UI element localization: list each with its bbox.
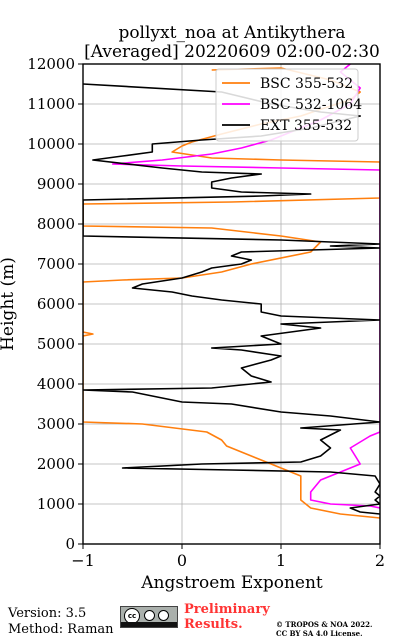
y-tick-label: 2000 [37,455,75,473]
y-tick-label: 7000 [37,255,75,273]
plot-frame [82,63,381,545]
chart-title-line1: pollyxt_noa at Antikythera [118,23,345,43]
y-tick-label: 10000 [27,135,75,153]
legend-label: BSC 532-1064 [260,97,362,113]
sa-icon [158,610,169,621]
preliminary-line2: Results. [184,617,243,632]
y-tick-label: 3000 [37,415,75,433]
legend: BSC 355-532 BSC 532-1064 EXT 355-532 [215,68,362,142]
x-tick-label: 0 [177,551,187,570]
cc-license-badge: cc [120,606,178,628]
y-tick-label: 9000 [37,175,75,193]
y-axis-label: Height (m) [0,257,18,351]
y-tick-label: 4000 [37,375,75,393]
version-label: Version: 3.5 [8,606,87,621]
legend-label: EXT 355-532 [260,118,352,134]
by-icon [144,610,155,621]
axis-ticks: −1 0 1 201000200030004000500060007000800090… [27,55,385,570]
y-tick-label: 1000 [37,495,75,513]
badge-strip [121,622,177,627]
preliminary-line1: Preliminary [184,602,270,617]
method-label: Method: Raman [8,622,114,637]
y-tick-label: 0 [65,535,75,553]
preliminary-notice: Preliminary Results. [184,602,270,632]
x-tick-label: 2 [375,551,385,570]
chart-title-line2: [Averaged] 20220609 02:00-02:30 [84,42,380,62]
license-line1: © TROPOS & NOA 2022. [276,620,373,629]
y-tick-label: 11000 [27,95,75,113]
x-axis-label: Angstroem Exponent [140,573,323,593]
legend-label: BSC 355-532 [260,76,353,92]
y-tick-label: 8000 [37,215,75,233]
y-tick-label: 6000 [37,295,75,313]
legend-box [215,68,359,142]
y-tick-label: 12000 [27,55,75,73]
profile-chart: pollyxt_noa at Antikythera [Averaged] 20… [0,23,385,593]
y-tick-label: 5000 [37,335,75,353]
license-line2: CC BY SA 4.0 License. [276,629,363,638]
series-line-2 [83,83,380,515]
x-tick-label: −1 [71,551,95,570]
license-notice: © TROPOS & NOA 2022. CC BY SA 4.0 Licens… [276,620,372,638]
x-tick-label: 1 [276,551,286,570]
